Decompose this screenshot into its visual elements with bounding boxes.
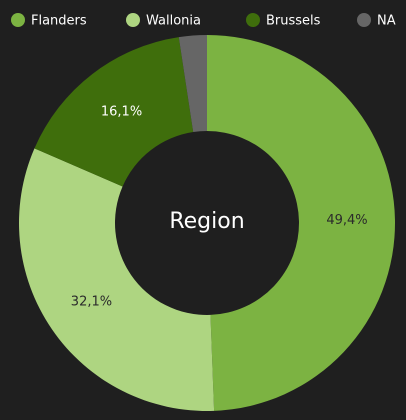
- legend-swatch: [126, 13, 140, 27]
- donut-segment: [34, 37, 194, 187]
- donut-segment: [207, 35, 395, 411]
- legend-swatch: [246, 13, 260, 27]
- legend-swatch: [357, 13, 371, 27]
- value-label: 16,1%: [101, 105, 142, 120]
- donut-segment: [178, 35, 207, 133]
- legend-swatch: [11, 13, 25, 27]
- value-label: 49,4%: [326, 213, 367, 228]
- legend-label: Flanders: [31, 14, 87, 29]
- value-label: 32,1%: [71, 295, 112, 310]
- legend-label: NA: [377, 14, 396, 29]
- legend-label: Brussels: [266, 14, 321, 29]
- legend-label: Wallonia: [146, 14, 201, 29]
- center-label: Region: [169, 209, 244, 234]
- donut-segment: [19, 148, 215, 412]
